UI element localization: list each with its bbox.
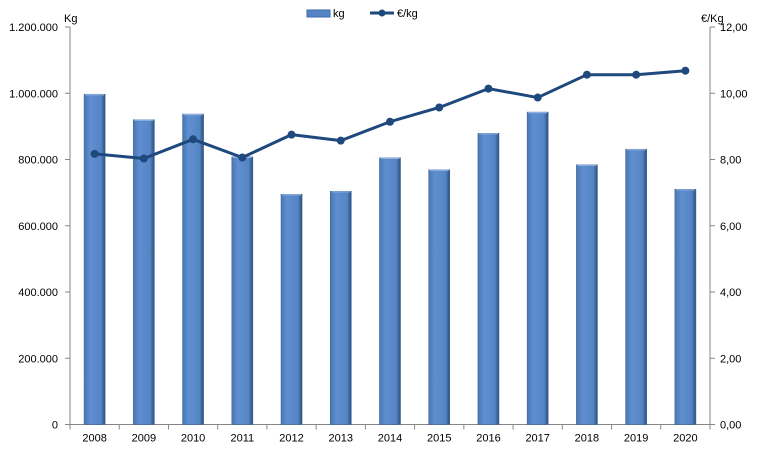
- bar-2014: [379, 157, 401, 425]
- point-2009: [139, 154, 148, 163]
- x-tick-label: 2015: [427, 433, 451, 445]
- y2-tick-label: 12,00: [720, 22, 748, 34]
- point-2012: [287, 130, 296, 139]
- legend-label-eur-kg: €/kg: [397, 8, 418, 20]
- legend-swatch-kg: [306, 9, 331, 18]
- point-2014: [386, 117, 394, 126]
- bar-2009: [133, 119, 155, 425]
- y2-tick-label: 8,00: [720, 155, 741, 167]
- bar-2008: [83, 93, 106, 425]
- x-tick-label: 2018: [575, 433, 599, 445]
- y-tick-label: 800.000: [18, 155, 58, 167]
- bar-2016: [477, 133, 500, 425]
- y2-tick-label: 6,00: [720, 221, 741, 233]
- point-2019: [632, 70, 641, 79]
- y-tick-label: 200.000: [18, 353, 58, 365]
- x-tick-label: 2012: [279, 433, 303, 445]
- x-tick-label: 2016: [476, 433, 500, 445]
- legend-label-kg: kg: [333, 8, 345, 20]
- point-2020: [681, 66, 690, 75]
- y2-tick-label: 0,00: [720, 420, 741, 432]
- y-tick-label: 400.000: [18, 287, 58, 299]
- point-2018: [582, 70, 591, 79]
- legend-marker-eur-kg: [378, 9, 386, 17]
- bar-2011: [231, 156, 254, 425]
- x-tick-label: 2009: [132, 433, 156, 445]
- point-2013: [336, 136, 345, 145]
- point-2010: [189, 135, 198, 144]
- x-tick-label: 2008: [82, 433, 106, 445]
- bar-2019: [625, 148, 647, 425]
- bar-2012: [280, 193, 303, 425]
- point-2017: [533, 93, 542, 102]
- y2-axis-label: €/Kg: [701, 13, 724, 25]
- bar-2015: [428, 169, 451, 425]
- x-tick-label: 2011: [230, 433, 254, 445]
- point-2008: [90, 149, 99, 158]
- y-tick-label: 0: [52, 420, 58, 432]
- point-2011: [238, 153, 247, 162]
- x-tick-label: 2014: [378, 433, 402, 445]
- y-axis-label: Kg: [64, 13, 77, 25]
- x-tick-label: 2020: [673, 433, 697, 445]
- y2-tick-label: 2,00: [720, 353, 741, 365]
- x-tick-label: 2017: [525, 433, 549, 445]
- bar-2020: [674, 189, 697, 425]
- bar-2013: [329, 191, 352, 425]
- y2-tick-label: 10,00: [720, 88, 748, 100]
- point-2015: [435, 103, 444, 112]
- legend: kg €/kg: [306, 8, 418, 20]
- y2-tick-label: 4,00: [720, 287, 741, 299]
- x-tick-label: 2019: [624, 433, 648, 445]
- bar-2018: [576, 164, 598, 425]
- y-tick-label: 600.000: [18, 221, 58, 233]
- x-tick-label: 2010: [181, 433, 205, 445]
- bar-2010: [182, 113, 204, 425]
- point-2016: [484, 84, 493, 93]
- bar-2017: [526, 111, 549, 425]
- y-tick-label: 1.200.000: [9, 22, 58, 34]
- x-tick-label: 2013: [329, 433, 353, 445]
- y-tick-label: 1.000.000: [9, 88, 58, 100]
